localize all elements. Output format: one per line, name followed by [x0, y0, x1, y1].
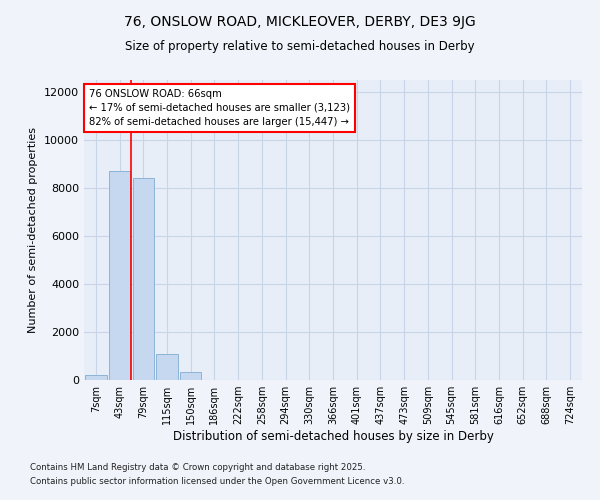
X-axis label: Distribution of semi-detached houses by size in Derby: Distribution of semi-detached houses by …	[173, 430, 493, 443]
Text: Size of property relative to semi-detached houses in Derby: Size of property relative to semi-detach…	[125, 40, 475, 53]
Y-axis label: Number of semi-detached properties: Number of semi-detached properties	[28, 127, 38, 333]
Bar	[85, 375, 107, 380]
Text: 76, ONSLOW ROAD, MICKLEOVER, DERBY, DE3 9JG: 76, ONSLOW ROAD, MICKLEOVER, DERBY, DE3 …	[124, 15, 476, 29]
Bar	[157, 354, 178, 380]
Text: 76 ONSLOW ROAD: 66sqm
← 17% of semi-detached houses are smaller (3,123)
82% of s: 76 ONSLOW ROAD: 66sqm ← 17% of semi-deta…	[89, 89, 350, 127]
Text: Contains HM Land Registry data © Crown copyright and database right 2025.: Contains HM Land Registry data © Crown c…	[30, 462, 365, 471]
Text: Contains public sector information licensed under the Open Government Licence v3: Contains public sector information licen…	[30, 478, 404, 486]
Bar	[180, 372, 202, 380]
Bar	[109, 171, 130, 380]
Bar	[133, 178, 154, 380]
